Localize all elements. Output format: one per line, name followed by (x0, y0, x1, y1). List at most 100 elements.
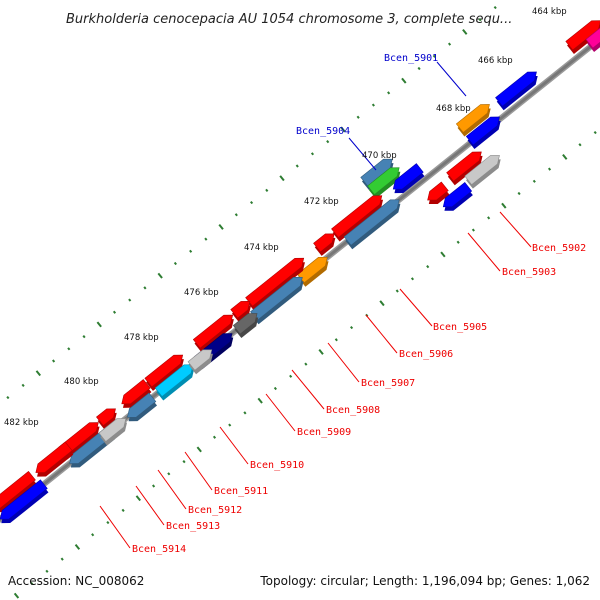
kbp-label: 478 kbp (124, 333, 159, 343)
gene-label: Bcen_5904 (296, 126, 350, 137)
kbp-label: 482 kbp (4, 418, 39, 428)
inner-tick-major (379, 300, 385, 307)
outer-tick-minor (112, 310, 117, 314)
kbp-label: 472 kbp (304, 197, 339, 207)
outer-tick-minor (52, 359, 56, 363)
leader-line (291, 369, 325, 410)
accession-label: Accession: NC_008062 (8, 574, 145, 588)
outer-tick-minor (128, 298, 132, 302)
gene-arrow (230, 301, 251, 319)
outer-tick-minor (447, 42, 452, 46)
outer-tick-minor (417, 66, 421, 71)
gene-label: Bcen_5906 (399, 349, 453, 360)
gene-arrow (465, 116, 500, 146)
outer-tick-minor (265, 188, 269, 192)
outer-tick-minor (310, 152, 315, 156)
inner-tick-minor (593, 130, 597, 135)
outer-tick-major (96, 321, 102, 328)
inner-tick-minor (167, 472, 171, 476)
inner-tick-major (13, 592, 20, 599)
outer-tick-minor (387, 91, 391, 95)
inner-tick-minor (578, 143, 582, 147)
outer-tick-minor (234, 213, 238, 217)
kbp-label: 474 kbp (244, 243, 279, 253)
gene-arrow (121, 379, 151, 405)
inner-tick-minor (228, 423, 232, 427)
inner-tick-minor (91, 533, 95, 537)
gene-arrow (367, 167, 400, 195)
gene-arrow (446, 151, 482, 182)
gene-arrow (585, 27, 600, 49)
gene-arrow (192, 314, 234, 349)
gene-label: Bcen_5905 (433, 322, 487, 333)
leader-line (499, 211, 532, 248)
gene-label: Bcen_5903 (502, 267, 556, 278)
inner-tick-minor (410, 277, 415, 281)
gene-arrow (313, 233, 335, 253)
leader-line (184, 451, 213, 491)
kbp-label: 470 kbp (362, 151, 397, 161)
inner-tick-minor (517, 191, 521, 196)
inner-tick-major (318, 348, 324, 355)
gene-layer (0, 20, 600, 524)
gene-arrow (98, 418, 127, 442)
outer-tick-major (462, 28, 468, 35)
gene-label: Bcen_5913 (166, 521, 220, 532)
outer-tick-minor (173, 261, 177, 266)
map-title: Burkholderia cenocepacia AU 1054 chromos… (66, 12, 512, 27)
gene-arrow (427, 181, 449, 201)
gene-label: Bcen_5908 (326, 405, 380, 416)
inner-tick-minor (334, 338, 338, 342)
outer-tick-major (35, 370, 42, 377)
inner-tick-minor (182, 460, 186, 464)
inner-tick-minor (547, 167, 552, 171)
outer-tick-minor (249, 200, 254, 205)
gene-label: Bcen_5907 (361, 378, 415, 389)
leader-line (365, 314, 398, 354)
inner-tick-minor (289, 374, 293, 378)
gene-label-layer: Bcen_5901 Bcen_5904 Bcen_5902 Bcen_5903 Bcen… (132, 53, 586, 555)
gene-arrow (127, 392, 157, 418)
outer-tick-minor (493, 5, 497, 10)
kbp-label: 476 kbp (184, 288, 219, 298)
gene-label: Bcen_5902 (532, 243, 586, 254)
leader-line (348, 137, 377, 171)
gene-arrow (0, 470, 36, 509)
inner-tick-minor (532, 179, 536, 183)
gene-arrow (245, 257, 305, 307)
inner-tick-major (74, 543, 81, 550)
inner-tick-minor (349, 325, 354, 330)
leader-line (219, 426, 249, 465)
inner-tick-major (562, 153, 568, 160)
leader-line (399, 288, 433, 327)
gene-label: Bcen_5910 (250, 460, 304, 471)
summary-label: Topology: circular; Length: 1,196,094 bp… (260, 574, 590, 588)
gene-arrow (232, 313, 258, 335)
leader-line (99, 505, 131, 549)
kbp-label: 480 kbp (64, 377, 99, 387)
outer-tick-minor (478, 18, 482, 22)
kbp-label: 464 kbp (532, 7, 567, 17)
outer-tick-minor (21, 383, 25, 387)
outer-tick-minor (82, 335, 86, 339)
leader-line (467, 232, 501, 272)
outer-tick-minor (432, 54, 436, 58)
inner-tick-major (440, 251, 446, 258)
gene-arrow (464, 155, 500, 186)
leader-line (135, 485, 165, 526)
gene-arrow (360, 158, 393, 187)
inner-tick-minor (243, 411, 247, 415)
inner-tick-major (501, 202, 507, 209)
inner-tick-minor (121, 508, 125, 512)
inner-tick-minor (212, 435, 217, 439)
outer-tick-minor (67, 347, 71, 351)
gene-arrow (495, 71, 537, 107)
outer-tick-major (340, 126, 346, 133)
gene-arrow (442, 182, 473, 208)
gene-arrow (392, 163, 424, 190)
gene-label: Bcen_5912 (188, 505, 242, 516)
gene-arrow (343, 199, 400, 246)
gene-arrow (96, 408, 116, 427)
